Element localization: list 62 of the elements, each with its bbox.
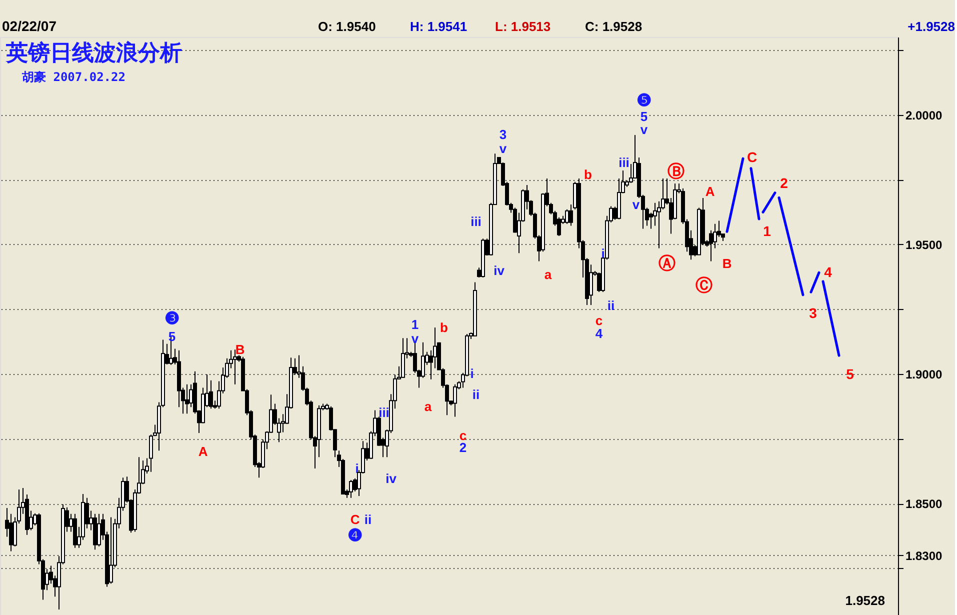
annotation: b (584, 167, 592, 182)
annotation: v (632, 197, 640, 212)
y-tick-label: 1.9500 (906, 238, 943, 252)
annotation: ii (607, 298, 615, 313)
text: O: 1.9540 (318, 19, 376, 34)
annotation: v (411, 331, 420, 346)
annotation: B (235, 342, 245, 357)
annotation: 5 (846, 366, 854, 382)
candlestick (565, 208, 569, 224)
annotation: ❹ (348, 526, 362, 545)
annotation: A (198, 444, 208, 459)
annotation: i (601, 246, 605, 261)
annotation: 1 (411, 317, 419, 332)
annotation: v (640, 122, 648, 137)
text: 胡豪 2007.02.22 (21, 70, 126, 84)
annotation: Ⓒ (696, 276, 712, 295)
y-tick-label: 1.8500 (906, 497, 943, 512)
annotation: ❺ (636, 91, 652, 110)
text: 02/22/07 (2, 18, 57, 34)
text: L: 1.9513 (495, 19, 551, 34)
text: +1.9528 (908, 19, 955, 34)
annotation: 2 (780, 175, 788, 191)
annotation: 2 (459, 440, 467, 455)
annotation: iii (378, 405, 390, 420)
annotation: c (459, 428, 467, 443)
annotation: c (595, 313, 603, 328)
text: C: 1.9528 (585, 19, 642, 34)
annotation: B (722, 256, 732, 271)
y-tick-label: 2.0000 (906, 108, 943, 122)
annotation: Ⓑ (668, 162, 684, 181)
annotation: 4 (595, 326, 604, 341)
text: H: 1.9541 (410, 19, 468, 34)
chart-title: 英镑日线波浪分析 (5, 40, 182, 65)
annotation: 1.9528 (845, 593, 885, 608)
annotation: iii (470, 214, 482, 229)
annotation: iv (386, 471, 398, 486)
annotation: 4 (824, 264, 832, 280)
annotation: ii (364, 512, 372, 527)
annotation: 5 (640, 109, 648, 124)
annotation: Ⓐ (658, 254, 676, 273)
annotation: A (705, 184, 716, 199)
y-tick-label: 1.9000 (906, 367, 943, 382)
y-tick-label: 1.8300 (906, 548, 943, 563)
annotation: 3 (809, 305, 818, 321)
annotation: v (499, 141, 508, 156)
annotation: i (470, 366, 474, 381)
annotation: 3 (499, 127, 507, 142)
annotation: iii (618, 155, 630, 170)
candlestick (349, 479, 353, 498)
annotation: 5 (168, 329, 176, 344)
annotation: C (746, 149, 758, 165)
annotation: 1 (763, 223, 772, 239)
annotation: a (424, 399, 432, 414)
annotation: ii (472, 387, 480, 402)
candlestick (453, 384, 457, 418)
annotation: a (544, 267, 552, 282)
annotation: b (440, 320, 448, 335)
candlestick (97, 513, 101, 547)
annotation: C (350, 512, 360, 527)
annotation: ❸ (164, 309, 180, 328)
annotation: iv (494, 263, 506, 278)
candlestick (185, 384, 189, 414)
